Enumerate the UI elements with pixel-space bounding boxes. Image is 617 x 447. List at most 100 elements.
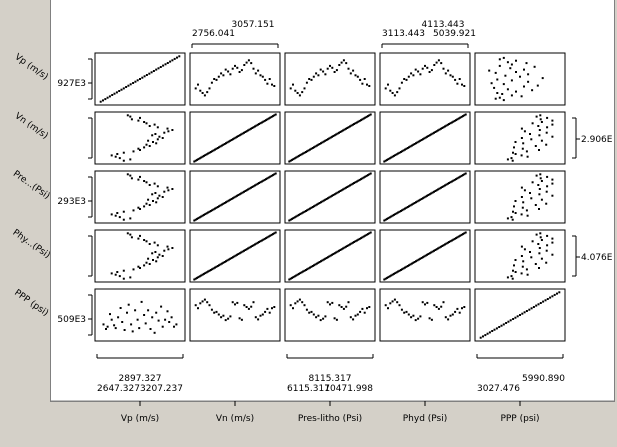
data-point [249,245,252,248]
data-point [129,115,132,118]
data-point [257,69,260,72]
data-point [130,323,133,326]
data-point [453,178,456,181]
data-point [349,316,352,319]
data-point [423,196,426,199]
data-point [320,201,322,204]
data-point [134,309,137,312]
data-point [210,308,213,311]
data-point [151,252,154,255]
data-point [338,64,341,66]
data-point [357,179,360,182]
data-point [114,327,117,330]
data-point [225,201,227,204]
data-point [245,61,248,64]
data-point [315,72,318,75]
data-point [148,145,151,147]
cell-frame-r5-c3 [284,288,376,342]
data-point [342,247,345,250]
data-point [173,325,175,328]
data-point [336,191,339,194]
data-point [237,135,240,137]
data-point [117,316,120,319]
data-point [231,301,234,304]
data-point [266,118,269,121]
cell-frame-r1-c5 [474,52,566,106]
data-point [147,139,150,142]
data-point [396,91,399,94]
data-point [269,234,272,237]
data-point [407,75,410,78]
data-point [506,217,509,220]
data-point [366,174,369,177]
data-point [522,201,525,204]
data-point [268,311,271,314]
data-point [289,159,292,162]
data-point [498,96,501,99]
data-point [168,321,171,323]
top-tick-low-col2: 2756.041 [192,29,235,39]
data-point [167,130,170,133]
data-point [437,307,440,310]
data-point [438,187,441,190]
data-point [349,243,351,246]
data-point [129,83,132,86]
cell-frame-r1-c3 [284,52,376,106]
data-point [447,318,450,321]
data-point [252,126,255,129]
data-point [551,135,554,138]
data-point [417,199,420,202]
data-point [435,130,438,133]
data-point [265,119,268,122]
data-point [529,251,531,253]
data-point [119,307,122,309]
data-point [417,317,420,320]
data-point [353,241,356,243]
data-point [511,277,514,280]
data-point [516,315,519,318]
data-point [304,151,307,153]
data-point [488,69,491,72]
data-point [393,298,396,301]
data-point [421,197,424,200]
data-point [322,258,325,261]
data-point [144,322,147,325]
data-point [416,200,419,203]
data-point [234,64,236,67]
data-point [296,214,299,217]
data-point [551,241,554,244]
data-point [198,157,201,160]
data-point [428,317,431,320]
data-point [540,180,543,182]
data-point [254,243,256,246]
data-point [220,144,223,147]
data-point [153,241,156,244]
data-point [205,153,208,156]
data-point [426,194,429,197]
data-point [399,210,402,212]
data-point [342,129,345,132]
data-point [315,203,318,206]
data-point [208,269,211,272]
data-point [514,153,517,155]
data-point [153,331,156,334]
data-point [510,94,513,97]
data-point [403,311,406,314]
data-point [420,257,423,259]
data-point [430,318,433,321]
data-point [354,122,357,125]
data-point [268,78,271,80]
data-point [414,68,417,71]
data-point [266,307,269,310]
data-point [397,270,400,273]
data-point [231,67,234,70]
data-point [363,311,366,314]
data-point [333,252,336,255]
data-point [424,254,427,257]
data-point [430,251,433,254]
data-point [291,158,294,161]
data-point [346,127,349,129]
data-point [546,175,549,178]
data-point [122,87,125,90]
data-point [223,143,226,145]
